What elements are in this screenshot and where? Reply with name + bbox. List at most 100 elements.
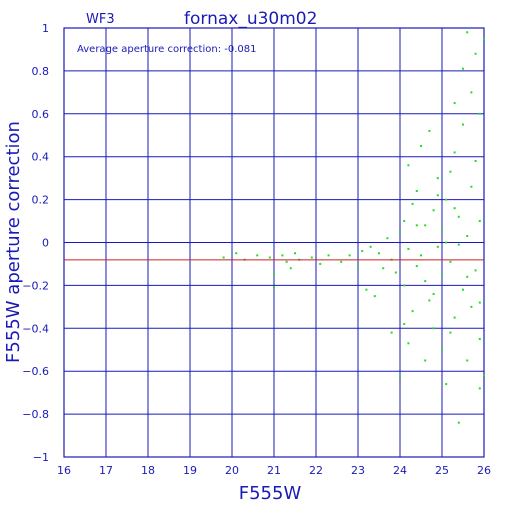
data-point	[470, 185, 473, 188]
data-point	[361, 250, 364, 253]
y-tick-label: 0	[42, 237, 49, 250]
subtitle: WF3	[86, 12, 115, 27]
data-point	[415, 224, 418, 227]
data-point	[466, 235, 469, 238]
data-point	[394, 271, 397, 274]
data-point	[407, 164, 410, 167]
data-point	[483, 37, 485, 40]
x-tick-label: 17	[99, 464, 113, 477]
data-point	[365, 288, 368, 291]
data-point	[462, 288, 464, 291]
data-point	[415, 190, 418, 193]
y-tick-label: −1	[33, 451, 49, 464]
data-point	[474, 269, 477, 272]
data-point	[285, 260, 288, 263]
data-point	[470, 91, 473, 94]
data-point	[445, 241, 448, 244]
x-tick-label: 16	[57, 464, 71, 477]
data-point	[399, 376, 401, 379]
data-point	[340, 260, 343, 263]
data-point	[441, 273, 443, 276]
data-point	[466, 359, 469, 362]
chart-title: fornax_u30m02	[184, 9, 317, 29]
x-tick-label: 26	[477, 464, 491, 477]
data-point	[449, 331, 452, 334]
data-point	[222, 256, 225, 259]
data-point	[478, 387, 481, 390]
data-point	[462, 67, 464, 70]
data-point	[432, 209, 435, 212]
data-point	[436, 177, 439, 180]
data-point	[407, 247, 410, 250]
data-point	[420, 144, 422, 147]
data-point	[462, 123, 464, 126]
data-point	[453, 207, 456, 210]
average-correction-note: Average aperture correction: -0.081	[77, 44, 257, 55]
x-axis-label: F555W	[239, 483, 302, 504]
data-point	[457, 243, 460, 246]
y-tick-label: 0.8	[32, 65, 50, 78]
data-point	[415, 265, 418, 268]
data-point	[441, 348, 443, 351]
data-point	[403, 323, 406, 326]
x-tick-label: 18	[141, 464, 155, 477]
data-point	[424, 280, 427, 283]
data-point	[436, 245, 439, 248]
y-tick-label: −0.2	[22, 279, 49, 292]
plot-frame	[63, 27, 485, 458]
data-point	[457, 215, 460, 218]
data-point	[235, 252, 238, 255]
data-point	[478, 112, 481, 115]
data-point	[453, 316, 456, 319]
y-tick-label: −0.6	[22, 365, 49, 378]
x-tick-label: 21	[267, 464, 281, 477]
data-point	[483, 374, 485, 377]
data-point	[310, 256, 313, 259]
y-axis-label: F555W aperture correction	[3, 121, 24, 363]
data-point	[407, 342, 410, 345]
data-point	[327, 254, 330, 257]
data-point	[373, 295, 376, 298]
y-tick-label: 0.4	[32, 151, 50, 164]
data-point	[378, 252, 380, 255]
grid-layer	[63, 27, 485, 458]
data-point	[289, 267, 292, 270]
data-point	[470, 305, 473, 308]
data-point	[453, 102, 456, 105]
data-point	[403, 220, 406, 223]
data-point	[273, 273, 275, 276]
x-tick-label: 25	[435, 464, 449, 477]
data-point	[294, 252, 296, 255]
data-point	[449, 170, 452, 173]
data-point	[445, 383, 448, 386]
data-point	[319, 262, 322, 265]
data-point	[466, 275, 469, 278]
x-tick-label: 20	[225, 464, 239, 477]
y-tick-label: −0.8	[22, 408, 49, 421]
data-point	[441, 228, 443, 231]
y-tick-label: 0.2	[32, 194, 50, 207]
data-point	[268, 256, 271, 259]
data-point	[478, 301, 481, 304]
data-point	[369, 245, 372, 248]
data-point	[256, 254, 259, 257]
data-point	[432, 327, 435, 330]
x-tick-label: 23	[351, 464, 365, 477]
data-point	[457, 421, 460, 424]
x-tick-label: 22	[309, 464, 323, 477]
data-point	[466, 31, 469, 34]
tick-labels-layer: 16 17 18 19 20 21 22 23 24 25 26 1 0.8 0.6 0.4 0.2 0 −0.2…	[22, 22, 491, 477]
data-point	[474, 159, 477, 162]
data-point	[348, 254, 351, 257]
data-point	[420, 254, 422, 257]
x-tick-label: 19	[183, 464, 197, 477]
data-point	[449, 260, 452, 263]
data-point	[399, 230, 401, 233]
data-point	[424, 359, 427, 362]
data-point	[428, 129, 431, 132]
data-point	[445, 198, 448, 201]
data-point	[386, 237, 389, 240]
data-point	[424, 224, 427, 227]
points-layer	[222, 31, 485, 424]
